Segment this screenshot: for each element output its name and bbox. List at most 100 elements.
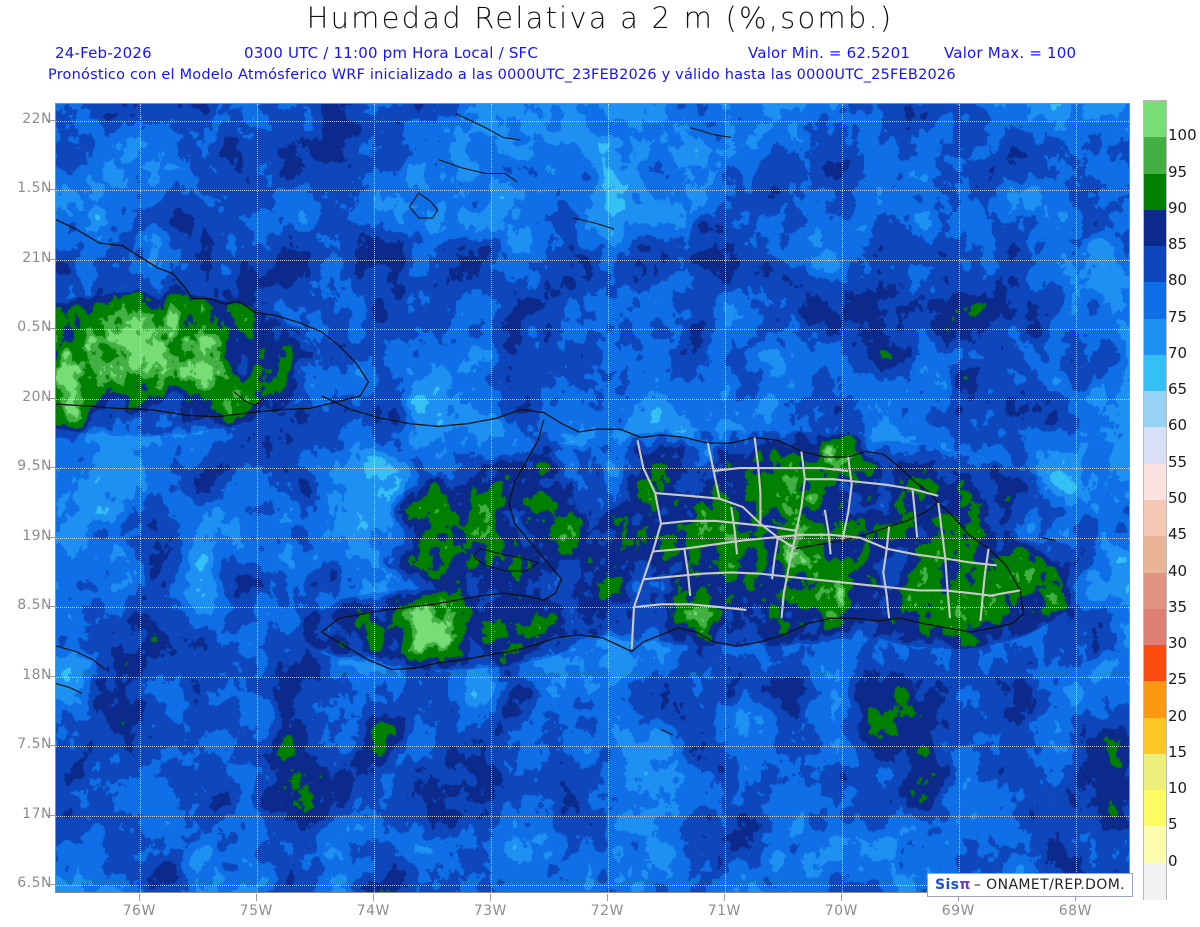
colorbar-band	[1144, 318, 1166, 356]
x-axis-tick-label: 68W	[1058, 903, 1092, 919]
colorbar[interactable]	[1143, 100, 1167, 900]
value-min-label: Valor Min. = 62.5201	[748, 44, 911, 62]
gridline-horizontal	[56, 259, 1129, 261]
forecast-date: 24-Feb-2026	[55, 44, 152, 62]
gridline-vertical	[725, 104, 727, 892]
colorbar-tick-label: 65	[1168, 380, 1188, 399]
map-plot-area[interactable]	[55, 103, 1130, 893]
y-axis-tick-label: 18N	[22, 666, 52, 683]
gridline-vertical	[374, 104, 376, 892]
colorbar-tick-label: 20	[1168, 706, 1188, 725]
gridline-horizontal	[56, 329, 1129, 331]
y-axis-tick	[46, 397, 55, 399]
colorbar-band	[1144, 681, 1166, 719]
gridline-horizontal	[56, 607, 1129, 609]
colorbar-tick-label: 40	[1168, 561, 1188, 580]
colorbar-tick-label: 0	[1168, 851, 1178, 870]
y-axis-tick	[46, 328, 55, 330]
y-axis-tick	[46, 814, 55, 816]
gridline-vertical	[608, 104, 610, 892]
colorbar-band	[1144, 246, 1166, 283]
y-axis-tick-label: 21N	[22, 249, 52, 266]
colorbar-tick-label: 90	[1168, 198, 1188, 217]
colorbar-band	[1144, 427, 1166, 465]
y-axis-tick	[46, 606, 55, 608]
gridline-horizontal	[56, 746, 1129, 748]
y-axis-tick-label: 7.5N	[17, 736, 52, 753]
chart-header: Humedad Relativa a 2 m (%,somb.) 24-Feb-…	[0, 0, 1200, 96]
colorbar-band	[1144, 173, 1166, 211]
gridline-vertical	[491, 104, 493, 892]
colorbar-band	[1144, 536, 1166, 574]
colorbar-tick-label: 10	[1168, 779, 1188, 798]
colorbar-tick-label: 50	[1168, 489, 1188, 507]
y-axis-tick-label: 6.5N	[17, 875, 52, 892]
x-axis-tick-label: 74W	[356, 903, 390, 919]
colorbar-tick-label: 35	[1168, 597, 1188, 616]
source-logo: Sis π – ONAMET/REP.DOM.	[927, 873, 1134, 897]
colorbar-band	[1144, 862, 1166, 900]
colorbar-band	[1144, 608, 1166, 646]
coastline-overlay	[56, 113, 1056, 736]
y-axis-tick-label: 22N	[22, 110, 52, 127]
gridline-horizontal	[56, 537, 1129, 539]
gridline-horizontal	[56, 190, 1129, 192]
colorbar-band	[1144, 717, 1166, 755]
value-max-label: Valor Max. = 100	[944, 44, 1077, 62]
colorbar-band	[1144, 282, 1166, 320]
colorbar-band	[1144, 572, 1166, 610]
colorbar-tick-label: 30	[1168, 634, 1188, 653]
humidity-shaded-field	[56, 104, 1129, 892]
page-title: Humedad Relativa a 2 m (%,somb.)	[306, 1, 894, 35]
model-description: Pronóstico con el Modelo Atmósferico WRF…	[48, 67, 956, 83]
y-axis-tick	[46, 258, 55, 260]
y-axis-tick-label: 20N	[22, 388, 52, 405]
gridline-horizontal	[56, 885, 1129, 887]
x-axis-tick	[958, 894, 960, 901]
colorbar-tick-label: 80	[1168, 271, 1188, 290]
gridline-horizontal	[56, 398, 1129, 400]
colorbar-band	[1144, 790, 1166, 828]
x-axis-tick-label: 72W	[590, 903, 624, 919]
y-axis-tick	[46, 745, 55, 747]
colorbar-tick-label: 70	[1168, 343, 1188, 362]
colorbar-tick-label: 75	[1168, 307, 1188, 326]
x-axis-tick-label: 69W	[941, 903, 975, 919]
colorbar-band	[1144, 463, 1166, 501]
colorbar-band	[1144, 500, 1166, 537]
y-axis-tick-label: 8.5N	[17, 597, 52, 614]
colorbar-tick-label: 60	[1168, 416, 1188, 435]
x-axis-tick	[373, 894, 375, 901]
colorbar-band	[1144, 209, 1166, 247]
gridline-horizontal	[56, 815, 1129, 817]
x-axis-tick-label: 71W	[707, 903, 741, 919]
y-axis-tick	[46, 467, 55, 469]
gridline-horizontal	[56, 676, 1129, 678]
colorbar-tick-label: 55	[1168, 452, 1188, 471]
colorbar-band	[1144, 753, 1166, 791]
x-axis-tick	[607, 894, 609, 901]
y-axis-tick-label: 17N	[22, 805, 52, 822]
colorbar-tick-label: 5	[1168, 815, 1178, 834]
logo-sis-text: Sis	[935, 877, 960, 893]
logo-pi-icon: π	[959, 877, 971, 893]
forecast-time: 0300 UTC / 11:00 pm Hora Local / SFC	[244, 44, 539, 62]
colorbar-tick-label: 45	[1168, 525, 1188, 544]
x-axis-tick-label: 76W	[122, 903, 156, 919]
x-axis-tick	[490, 894, 492, 901]
y-axis-tick	[46, 189, 55, 191]
y-axis-tick-label: 0.5N	[17, 319, 52, 336]
y-axis-tick-label: 1.5N	[17, 180, 52, 197]
y-axis-tick-label: 19N	[22, 527, 52, 544]
x-axis-tick-label: 73W	[473, 903, 507, 919]
colorbar-band	[1144, 137, 1166, 175]
y-axis-tick	[46, 884, 55, 886]
colorbar-tick-label: 15	[1168, 742, 1188, 761]
gridline-horizontal	[56, 468, 1129, 470]
gridline-vertical	[1076, 104, 1078, 892]
gridline-vertical	[257, 104, 259, 892]
colorbar-tick-label: 95	[1168, 162, 1188, 181]
x-axis-tick	[841, 894, 843, 901]
y-axis-tick	[46, 119, 55, 121]
x-axis-tick	[724, 894, 726, 901]
